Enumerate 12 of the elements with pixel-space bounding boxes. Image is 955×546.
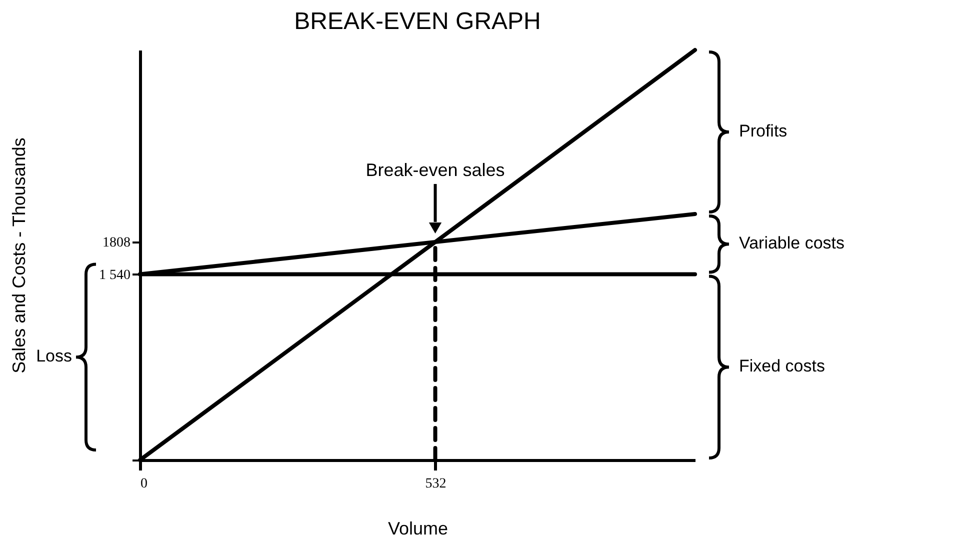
- text: Profits: [739, 121, 788, 140]
- text: Fixed costs: [739, 356, 825, 376]
- y-axis-title: Sales and Costs - Thousands: [9, 138, 29, 374]
- y-tick-label: 1808: [102, 235, 130, 250]
- x-axis-title: Volume: [388, 518, 448, 538]
- x-tick-label: 0: [140, 476, 148, 492]
- chart-title: BREAK-EVEN GRAPH: [294, 8, 541, 35]
- y-tick-label: 1 540: [99, 268, 130, 283]
- text: Variable costs: [739, 234, 845, 253]
- x-tick-label: 532: [425, 476, 446, 492]
- annotation: Break-even sales: [366, 160, 505, 180]
- text: Loss: [36, 346, 72, 366]
